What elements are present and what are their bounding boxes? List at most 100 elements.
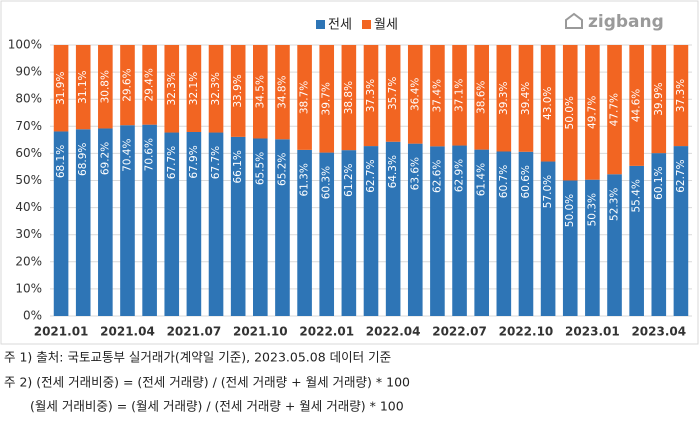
bar-segment (164, 45, 180, 133)
bar-segment (319, 152, 335, 316)
data-label: 36.4% (409, 78, 421, 111)
x-tick-label: 2021.01 (34, 325, 89, 339)
bar-segment (629, 45, 644, 166)
data-label: 32.3% (166, 72, 178, 105)
bar-segment (164, 132, 180, 316)
x-tick-label: 2021.10 (233, 325, 288, 339)
x-tick-label: 2021.07 (167, 325, 222, 339)
bar-segment (629, 165, 644, 316)
bar-segment (142, 45, 157, 125)
logo-text: zigbang (588, 12, 664, 32)
bar-segment (75, 129, 91, 316)
data-label: 50.3% (586, 193, 598, 226)
bar-segment (452, 145, 467, 316)
data-label: 38.7% (299, 81, 311, 114)
data-label: 69.2% (99, 142, 111, 175)
bar-segment (518, 45, 534, 152)
data-label: 39.4% (520, 82, 532, 115)
bar-segment (430, 45, 445, 147)
data-label: 60.6% (520, 165, 532, 198)
data-label: 63.6% (409, 157, 421, 190)
data-label: 37.3% (365, 79, 377, 112)
data-label: 55.4% (631, 179, 643, 212)
x-tick-label: 2022.10 (499, 325, 554, 339)
y-tick-label: 20% (15, 254, 42, 268)
bar-segment (98, 128, 113, 316)
bar-segment (208, 132, 224, 316)
bar-segment (540, 161, 556, 316)
footnote: (월세 거래비중) = (월세 거래량) / (전세 거래량 + 월세 거래량)… (30, 399, 404, 414)
bar-segment (651, 45, 667, 154)
data-label: 60.1% (653, 166, 665, 199)
data-label: 39.7% (321, 82, 333, 115)
data-label: 70.6% (144, 138, 156, 171)
data-label: 68.9% (77, 143, 89, 176)
data-label: 37.4% (431, 79, 443, 112)
y-tick-label: 80% (15, 92, 42, 106)
logo-icon (565, 12, 583, 29)
bar-segment (407, 143, 423, 316)
bar-segment (297, 149, 312, 316)
bar-segment (142, 124, 157, 316)
logo: zigbang (565, 12, 664, 32)
x-tick-label: 2023.01 (565, 325, 620, 339)
bar-segment (275, 139, 290, 316)
bar-segment (585, 45, 600, 180)
y-tick-label: 40% (15, 200, 42, 214)
bar-segment (518, 151, 534, 316)
bar-segment (53, 131, 69, 316)
bar-segment (275, 45, 290, 140)
bar-segment (208, 45, 224, 133)
bar-segment (75, 45, 91, 130)
data-label: 61.3% (299, 163, 311, 196)
legend-label: 월세 (374, 18, 398, 33)
data-label: 29.6% (121, 68, 133, 101)
data-label: 50.0% (564, 96, 576, 129)
data-label: 62.7% (365, 159, 377, 192)
bar-segment (253, 45, 268, 139)
data-label: 31.1% (77, 70, 89, 103)
data-label: 38.8% (343, 81, 355, 114)
x-tick-label: 2023.04 (631, 325, 686, 339)
bar-segment (297, 45, 312, 150)
bar-segment (98, 45, 113, 129)
bar-segment (253, 138, 268, 316)
data-label: 32.1% (188, 72, 200, 105)
bar-segment (385, 141, 401, 316)
data-label: 62.6% (431, 160, 443, 193)
y-tick-label: 70% (15, 119, 42, 133)
bar-segment (341, 150, 357, 316)
data-label: 52.3% (609, 188, 621, 221)
data-label: 61.2% (343, 163, 355, 196)
bar-segment (474, 45, 489, 150)
data-label: 39.3% (498, 82, 510, 115)
data-label: 34.5% (254, 75, 266, 108)
data-label: 68.1% (55, 145, 67, 178)
data-label: 67.7% (210, 146, 222, 179)
legend-swatch (316, 20, 325, 29)
y-tick-label: 100% (8, 38, 42, 52)
bar-segment (452, 45, 467, 146)
bar-segment (673, 146, 689, 316)
bar-segment (186, 131, 202, 316)
data-label: 67.9% (188, 145, 200, 178)
bar-segment (186, 45, 202, 132)
y-tick-label: 10% (15, 281, 42, 295)
data-label: 37.3% (675, 79, 687, 112)
data-label: 38.6% (476, 81, 488, 114)
data-label: 61.4% (476, 163, 488, 196)
bar-segment (341, 45, 357, 151)
data-label: 29.4% (144, 68, 156, 101)
x-tick-label: 2022.01 (299, 325, 354, 339)
x-tick-label: 2021.04 (100, 325, 155, 339)
chart-frame (0, 0, 699, 345)
bar-segment (607, 45, 622, 175)
bar-segment (363, 45, 379, 147)
y-tick-label: 90% (15, 65, 42, 79)
data-label: 60.3% (321, 166, 333, 199)
data-label: 50.0% (564, 194, 576, 227)
data-label: 49.7% (586, 96, 598, 129)
x-tick-label: 2022.04 (366, 325, 421, 339)
bar-segment (407, 45, 423, 144)
